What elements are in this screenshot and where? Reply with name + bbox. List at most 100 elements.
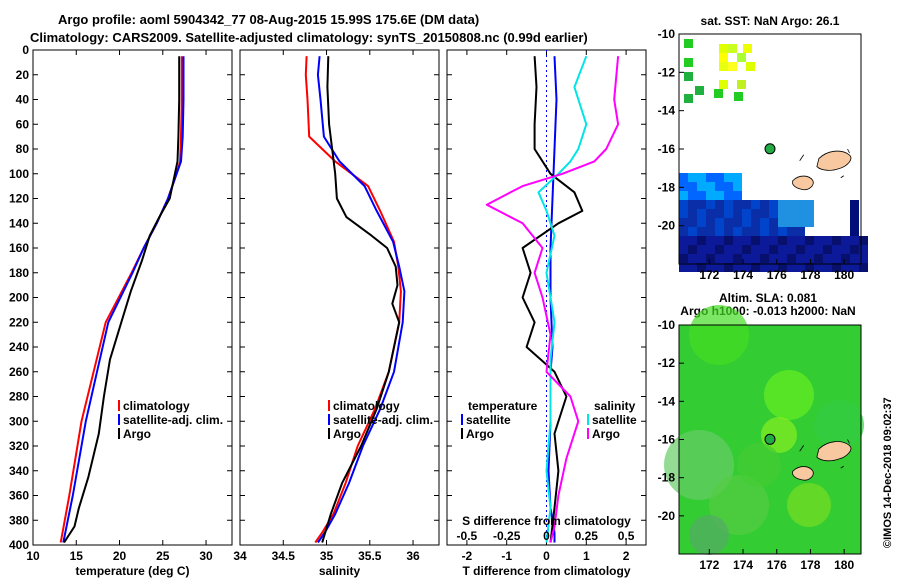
y-tick-label: -16 <box>658 142 676 156</box>
sst-data-cell <box>850 236 859 245</box>
sst-data-cell <box>697 191 706 200</box>
series-line-t-argo <box>521 56 584 543</box>
x-tick-label: 30 <box>199 549 213 563</box>
sst-data-cell <box>715 173 724 182</box>
sst-data-cell <box>724 182 733 191</box>
sst-data-cell <box>679 200 688 209</box>
sst-data-cell <box>760 236 769 245</box>
x-tick-label-salinity-diff: 0.25 <box>575 529 599 543</box>
x-tick-label: 178 <box>800 558 820 572</box>
watermark: ©IMOS 14-Dec-2018 09:02:37 <box>882 397 894 548</box>
sst-data-cell <box>805 200 814 209</box>
legend-title-temperature: temperature <box>468 399 538 413</box>
sst-data-cell <box>733 200 742 209</box>
figure-title-line2: Climatology: CARS2009. Satellite-adjuste… <box>30 30 588 45</box>
sst-data-cell <box>688 218 697 227</box>
series-line-s-satellite <box>537 55 588 543</box>
sst-data-cell <box>724 263 733 272</box>
x-tick-label: 10 <box>26 549 40 563</box>
sst-data-cell <box>733 182 742 191</box>
sst-data-cell <box>706 173 715 182</box>
sst-data-cell <box>715 209 724 218</box>
difference-panel: -2 -1 0 1 2T difference from climatology S di… <box>446 49 647 578</box>
x-tick-label: 0 <box>543 549 550 563</box>
sst-data-cell <box>796 263 805 272</box>
sst-data-cell <box>805 254 814 263</box>
sst-data-cell <box>751 263 760 272</box>
sst-data-cell <box>796 227 805 236</box>
series-line-satellite-adj-clim- <box>62 56 185 543</box>
sst-data-cell <box>706 191 715 200</box>
sst-data-cell <box>706 236 715 245</box>
sst-data-cell <box>737 53 746 62</box>
sst-data-cell <box>796 200 805 209</box>
y-tick-label: 280 <box>9 390 29 404</box>
sst-data-cell <box>787 263 796 272</box>
sst-data-cell <box>742 254 751 263</box>
legend-label: satellite <box>592 413 637 427</box>
sst-data-cell <box>706 254 715 263</box>
sst-data-cell <box>778 218 787 227</box>
sst-data-cell <box>796 236 805 245</box>
sst-data-cell <box>724 191 733 200</box>
sst-data-cell <box>769 236 778 245</box>
sst-data-cell <box>742 200 751 209</box>
sst-data-cell <box>778 200 787 209</box>
sst-data-cell <box>760 245 769 254</box>
sla-anomaly-blob <box>764 370 814 420</box>
sla-anomaly-blob <box>814 400 864 450</box>
sst-data-cell <box>850 227 859 236</box>
y-tick-label: 300 <box>9 414 29 428</box>
sst-data-cell <box>760 227 769 236</box>
sst-data-cell <box>719 80 728 89</box>
legend-label: Argo <box>123 427 151 441</box>
y-tick-label: 120 <box>9 192 29 206</box>
x-tick-label: 172 <box>699 558 719 572</box>
series-line-satellite-adj-clim- <box>316 56 406 544</box>
y-tick-label: 380 <box>9 513 29 527</box>
sst-data-cell <box>734 92 743 101</box>
sst-data-cell <box>697 182 706 191</box>
sst-data-cell <box>751 245 760 254</box>
sst-data-cell <box>715 245 724 254</box>
x-tick-label: 35.5 <box>358 549 382 563</box>
sst-data-cell <box>695 86 704 95</box>
sst-data-cell <box>859 263 868 272</box>
sst-data-cell <box>714 89 723 98</box>
sst-data-cell <box>787 218 796 227</box>
sst-data-cell <box>733 209 742 218</box>
sst-data-cell <box>742 263 751 272</box>
y-tick-label: -20 <box>658 509 676 523</box>
plot-frame <box>32 49 233 546</box>
x-axis-label: T difference from climatology <box>462 564 630 578</box>
sst-data-cell <box>832 254 841 263</box>
sla-anomaly-blob <box>709 475 769 535</box>
sst-data-cell <box>706 218 715 227</box>
sst-data-cell <box>679 245 688 254</box>
y-tick-label: -20 <box>658 219 676 233</box>
sla-anomaly-blob <box>689 305 749 365</box>
sst-data-cell <box>769 245 778 254</box>
y-tick-label: -12 <box>658 356 676 370</box>
sst-data-cell <box>697 263 706 272</box>
sst-data-cell <box>760 200 769 209</box>
sst-data-cell <box>688 263 697 272</box>
sst-data-cell <box>715 182 724 191</box>
series-line-argo <box>321 56 401 543</box>
sst-data-cell <box>778 254 787 263</box>
x-tick-label: 34.5 <box>272 549 296 563</box>
coastline-detail <box>799 148 850 179</box>
figure-title-line1: Argo profile: aoml 5904342_77 08-Aug-201… <box>58 12 479 27</box>
y-tick-label: 140 <box>9 216 29 230</box>
sst-data-cell <box>706 200 715 209</box>
sst-data-cell <box>751 227 760 236</box>
island-shape <box>816 441 852 462</box>
sst-data-cell <box>688 173 697 182</box>
sst-data-cell <box>715 236 724 245</box>
sst-data-cell <box>814 254 823 263</box>
y-tick-label: 60 <box>16 117 30 131</box>
series-line-t-satellite <box>547 56 558 543</box>
x-tick-label: 174 <box>733 268 753 282</box>
sst-data-cell <box>850 245 859 254</box>
sst-data-cell <box>733 236 742 245</box>
